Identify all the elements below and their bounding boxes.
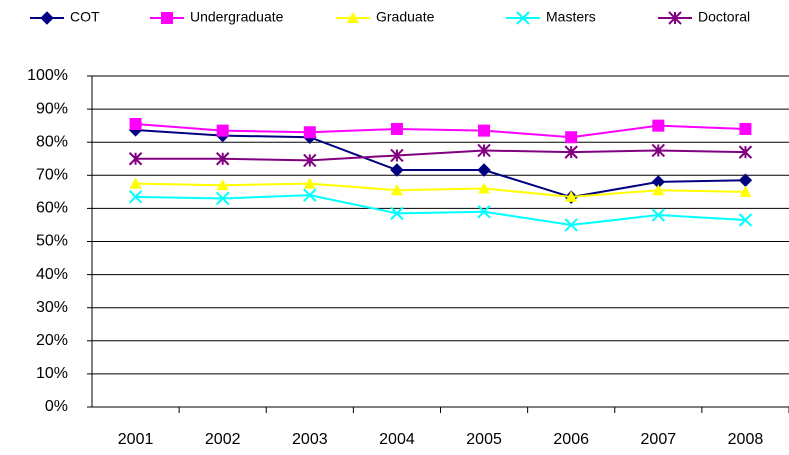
x-tick-label: 2004 — [379, 431, 415, 448]
legend-label: Masters — [546, 9, 596, 25]
x-tick-label: 2008 — [728, 431, 764, 448]
y-tick-label: 70% — [36, 167, 68, 184]
data-point — [651, 208, 666, 222]
y-tick-label: 40% — [36, 266, 68, 283]
x-tick-label: 2002 — [205, 431, 241, 448]
data-point — [478, 182, 491, 194]
y-tick-label: 100% — [27, 67, 68, 84]
legend-marker — [347, 12, 359, 23]
data-point — [129, 117, 142, 130]
data-point — [477, 143, 491, 158]
y-tick-label: 90% — [36, 100, 68, 117]
y-tick-label: 50% — [36, 233, 68, 250]
data-point — [303, 126, 316, 139]
data-point — [303, 188, 317, 202]
series-line — [135, 194, 746, 226]
data-point — [564, 145, 578, 159]
data-point — [565, 131, 578, 144]
data-point — [303, 177, 316, 189]
data-point — [216, 179, 229, 191]
y-tick-label: 0% — [45, 398, 68, 415]
data-point — [738, 173, 753, 187]
legend-label: Graduate — [376, 9, 435, 25]
data-point — [652, 119, 665, 132]
data-point — [303, 153, 317, 168]
data-point — [390, 163, 404, 177]
data-point — [215, 191, 230, 206]
data-point — [739, 122, 752, 135]
y-tick-label: 60% — [36, 200, 68, 217]
legend-label: COT — [70, 9, 100, 25]
legend-marker — [516, 11, 530, 25]
data-point — [216, 124, 229, 137]
data-point — [651, 143, 666, 158]
series-line — [135, 182, 746, 198]
data-point — [128, 152, 143, 166]
y-tick-label: 20% — [36, 332, 68, 349]
data-point — [738, 145, 753, 159]
data-point — [390, 122, 403, 135]
data-point — [738, 213, 753, 227]
x-tick-label: 2005 — [466, 431, 502, 448]
series-line — [135, 122, 746, 139]
data-point — [652, 184, 665, 196]
x-tick-label: 2006 — [553, 431, 589, 448]
data-point — [564, 218, 578, 232]
x-tick-label: 2003 — [292, 431, 328, 448]
data-point — [477, 205, 491, 219]
y-tick-label: 80% — [36, 133, 68, 150]
x-tick-label: 2001 — [118, 431, 154, 448]
data-point — [390, 184, 403, 196]
legend-marker — [668, 11, 682, 25]
data-point — [390, 206, 404, 221]
legend-marker — [161, 12, 173, 24]
series-line — [135, 149, 746, 162]
x-tick-label: 2007 — [641, 431, 677, 448]
y-tick-label: 10% — [36, 365, 68, 382]
data-point — [390, 148, 404, 163]
data-point — [129, 177, 142, 189]
data-point — [565, 190, 578, 202]
y-tick-label: 30% — [36, 299, 68, 316]
data-point — [739, 185, 752, 197]
legend-label: Undergraduate — [190, 9, 284, 25]
data-point — [128, 190, 143, 204]
series-line — [135, 128, 746, 199]
data-point — [478, 124, 491, 137]
legend-marker — [40, 11, 54, 25]
data-point — [477, 163, 491, 177]
data-point — [215, 152, 230, 166]
legend-label: Doctoral — [698, 9, 750, 25]
